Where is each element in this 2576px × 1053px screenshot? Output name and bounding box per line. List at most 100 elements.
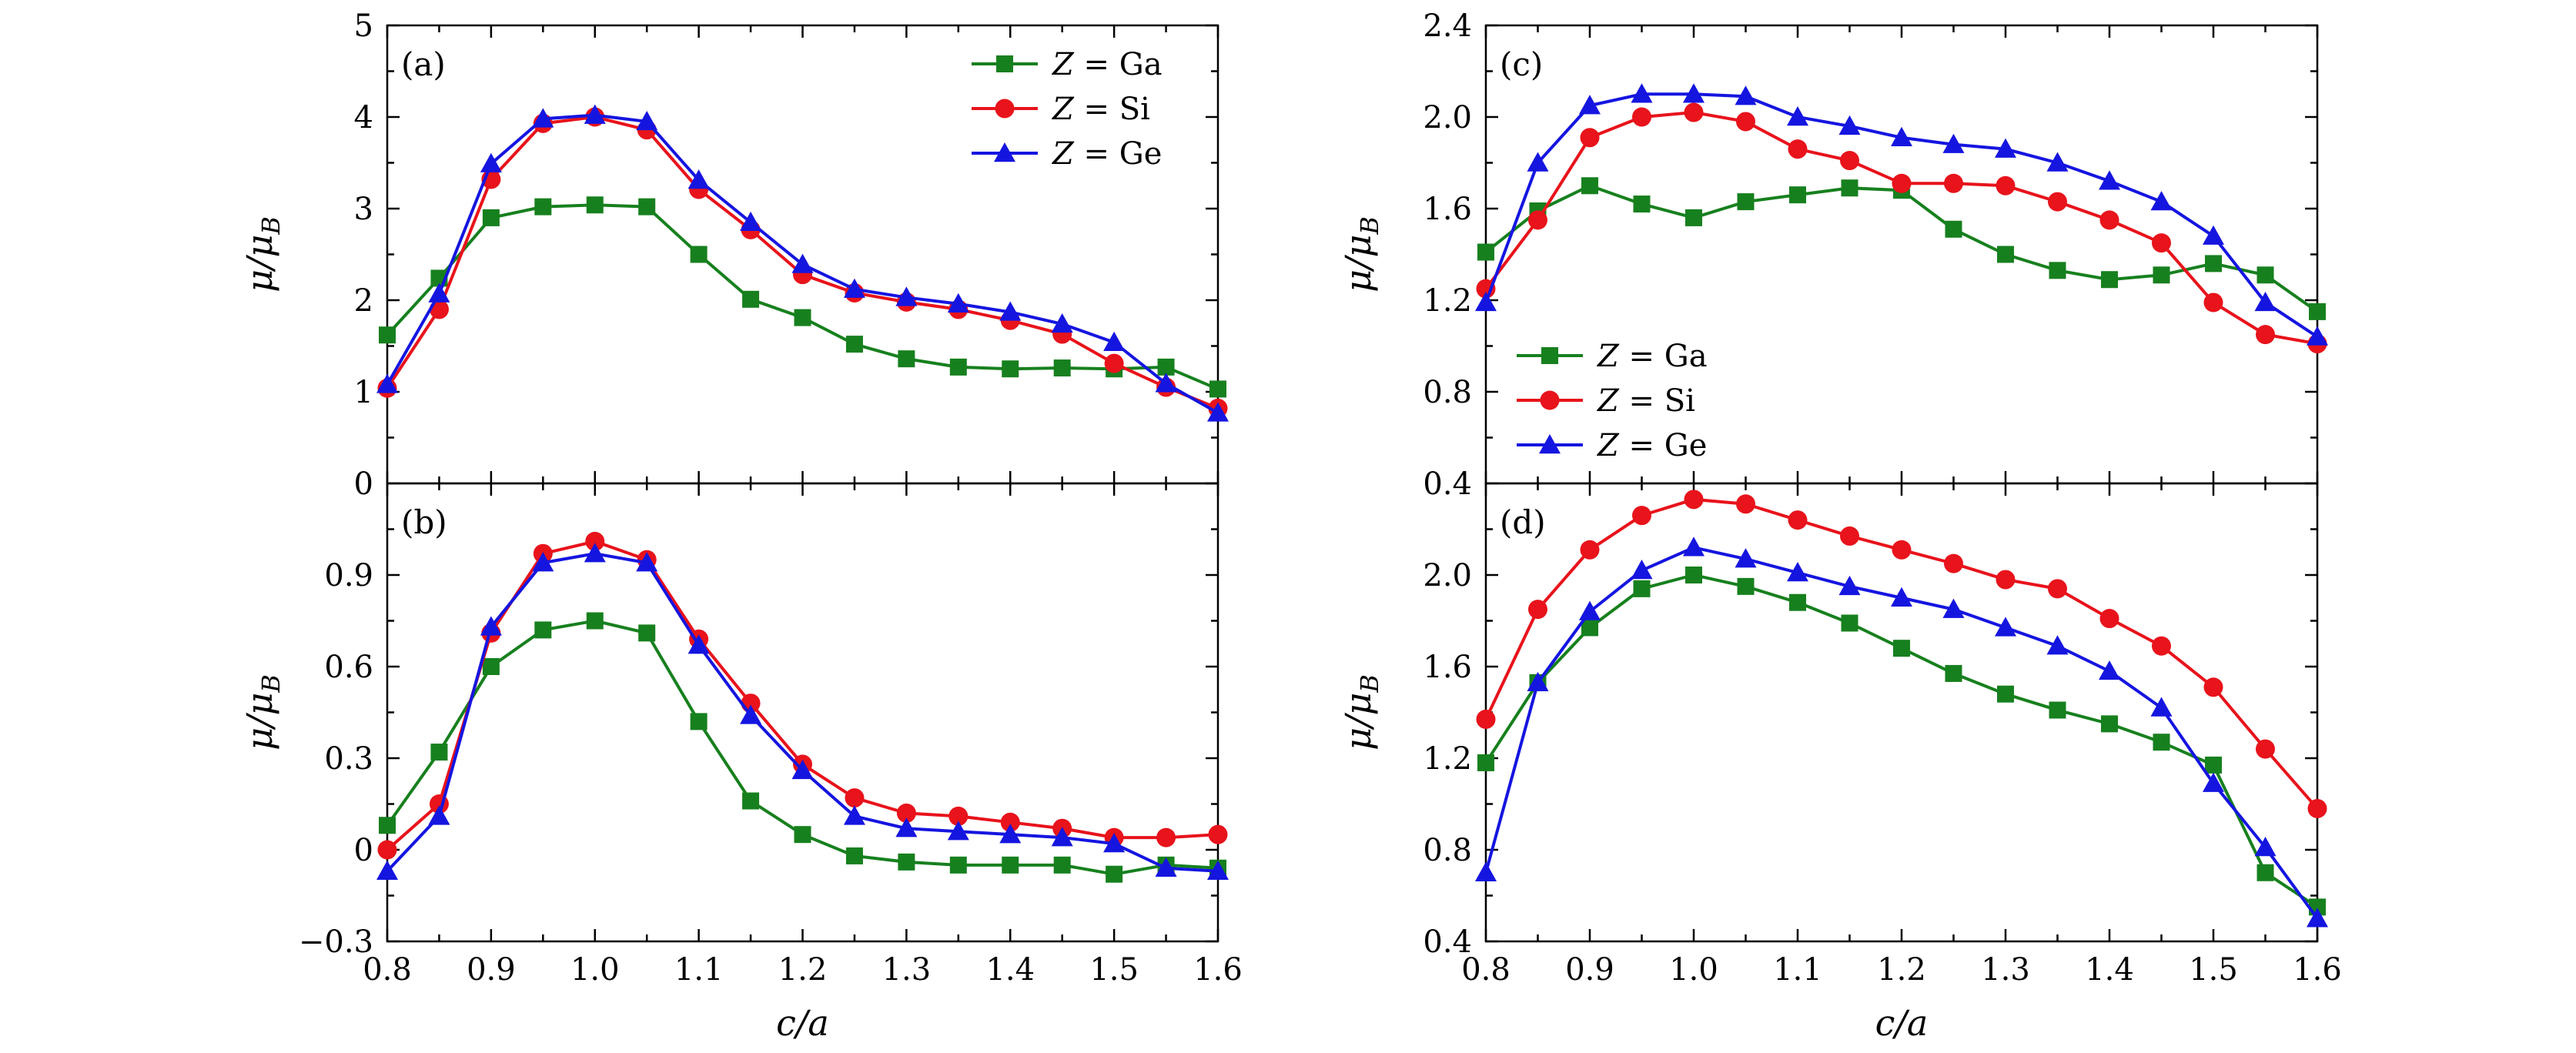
data-point: [687, 169, 710, 189]
series-ge-c: [1475, 83, 2328, 346]
data-point: [638, 198, 656, 216]
data-point: [584, 543, 606, 563]
data-point: [895, 817, 918, 837]
data-point: [1053, 856, 1071, 874]
data-point: [377, 840, 397, 860]
data-point: [1942, 133, 1965, 153]
data-point: [740, 211, 762, 232]
data-point: [1051, 313, 1073, 333]
data-point: [1737, 193, 1755, 211]
series-si-c: [1476, 102, 2327, 354]
data-point: [2099, 660, 2120, 680]
data-point: [2254, 837, 2277, 857]
data-point: [1735, 85, 1757, 105]
data-point: [1208, 824, 1228, 844]
data-point: [1995, 138, 2016, 158]
data-point: [1631, 83, 1653, 103]
data-point: [2046, 152, 2069, 172]
data-point: [1157, 358, 1175, 376]
y-tick-label: 0.6: [324, 650, 373, 685]
data-point: [949, 856, 967, 874]
x-tick-label: 1.1: [1773, 952, 1822, 988]
data-point: [376, 373, 398, 393]
data-point: [1942, 598, 1965, 618]
data-point: [794, 309, 811, 326]
x-axis-label: c/a: [1875, 1002, 1929, 1044]
data-point: [480, 152, 502, 172]
data-point: [2101, 715, 2118, 733]
y-tick-label: 0.8: [1423, 833, 1472, 868]
data-point: [895, 286, 918, 306]
y-tick-label: 0.4: [1423, 924, 1472, 960]
data-point: [2153, 734, 2170, 751]
data-point: [2049, 701, 2066, 719]
data-point: [1893, 640, 1910, 657]
data-point: [948, 806, 969, 826]
data-point: [2309, 303, 2326, 320]
panel-label-a: (a): [401, 45, 446, 83]
y-axis-label: μ/μB: [239, 674, 286, 750]
data-point: [1945, 220, 1962, 238]
data-point: [1996, 570, 2016, 590]
data-point: [1944, 173, 1963, 193]
data-point: [532, 108, 554, 128]
legend-entry: Z = Si: [1596, 383, 1695, 419]
data-point: [687, 634, 710, 654]
data-point: [947, 292, 969, 313]
data-point: [482, 658, 500, 675]
data-point: [1631, 560, 1653, 580]
series-si-b: [377, 531, 1228, 860]
data-point: [1155, 857, 1177, 877]
data-point: [1104, 353, 1124, 373]
data-point: [1840, 151, 1859, 171]
data-point: [1207, 860, 1229, 880]
data-point: [1787, 562, 1808, 582]
x-tick-label: 1.5: [1089, 952, 1139, 988]
data-point: [2307, 326, 2328, 346]
legend-entry: Z = Si: [1051, 92, 1150, 127]
y-tick-label: 2.4: [1423, 8, 1472, 44]
data-point: [690, 246, 708, 263]
y-axis-label: μ/μB: [1337, 674, 1384, 750]
data-point: [480, 616, 502, 636]
legend-marker: [994, 142, 1015, 162]
data-point: [1685, 209, 1702, 226]
data-point: [1944, 553, 1963, 573]
data-point: [1475, 861, 1497, 881]
data-point: [1997, 246, 2014, 263]
data-point: [1476, 709, 1496, 729]
data-point: [1892, 540, 1912, 560]
data-point: [2150, 697, 2173, 717]
data-point: [585, 531, 605, 551]
legend-marker: [996, 55, 1013, 72]
data-point: [1475, 291, 1497, 312]
data-point: [1736, 112, 1755, 132]
data-point: [1789, 186, 1806, 204]
series-ge-b: [376, 543, 1229, 880]
data-point: [1685, 567, 1702, 583]
data-point: [482, 209, 500, 226]
y-tick-label: 0.3: [324, 741, 373, 777]
data-point: [1527, 152, 1549, 172]
data-point: [1477, 754, 1494, 771]
y-tick-label: 2: [354, 283, 373, 319]
data-point: [1581, 177, 1598, 195]
data-point: [1528, 210, 1547, 230]
data-point: [2099, 609, 2119, 629]
data-point: [2257, 864, 2274, 881]
data-point: [1838, 115, 1861, 135]
data-point: [742, 290, 760, 308]
data-point: [742, 792, 760, 810]
panel-a: 0 1 2 3 4 5 μ/μB (a) Z = Ga Z = Si Z = Ge: [239, 8, 1229, 502]
data-point: [586, 612, 604, 630]
y-tick-label: 0.8: [1423, 375, 1472, 410]
data-point: [1632, 107, 1651, 127]
data-point: [1002, 856, 1019, 874]
data-point: [1580, 128, 1600, 148]
data-point: [379, 817, 396, 834]
x-tick-label: 1.6: [1193, 952, 1243, 988]
data-point: [1683, 537, 1705, 557]
panel-c: 0.40.81.21.62.02.4μ/μB(c)Z = GaZ = SiZ =…: [1337, 8, 2328, 502]
x-tick-label: 0.9: [467, 952, 516, 988]
